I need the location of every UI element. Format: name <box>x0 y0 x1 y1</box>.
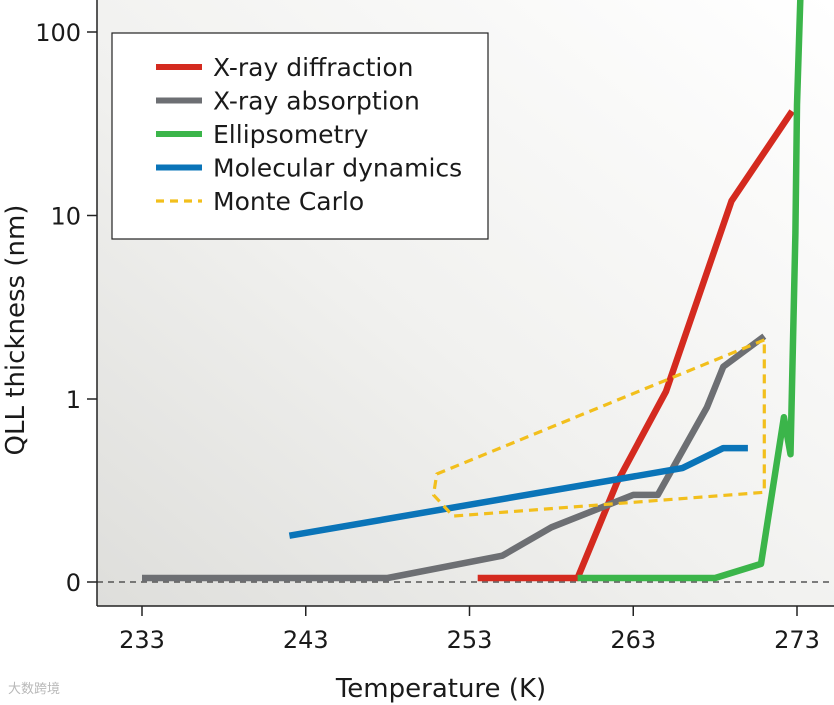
legend-label: X-ray absorption <box>213 87 420 116</box>
legend: X-ray diffraction X-ray absorption Ellipso… <box>111 32 489 240</box>
y-tick-label: 0 <box>66 569 81 597</box>
series-line-ellipsometry <box>577 0 804 582</box>
x-tick-label: 273 <box>774 626 820 654</box>
y-tick-label: 10 <box>50 203 81 231</box>
y-tick-label: 1 <box>66 386 81 414</box>
legend-label: Monte Carlo <box>213 187 364 216</box>
watermark: 大数跨境 <box>8 682 61 697</box>
legend-label: Ellipsometry <box>213 120 369 149</box>
series-line-molecular-dynamics <box>288 444 748 539</box>
x-tick-label: 243 <box>283 626 329 654</box>
series-line-x-ray-diffraction <box>477 109 795 582</box>
x-tick-label: 233 <box>119 626 165 654</box>
legend-label: X-ray diffraction <box>213 53 414 82</box>
x-tick-label: 253 <box>447 626 493 654</box>
series-line-x-ray-absorption <box>142 333 767 582</box>
x-tick-label: 263 <box>610 626 656 654</box>
series-layer <box>142 0 804 582</box>
y-tick-label: 100 <box>35 19 81 47</box>
x-axis-title: Temperature (K) <box>335 674 546 704</box>
series-line-monte-carlo <box>431 338 766 518</box>
y-axis-title: QLL thickness (nm) <box>1 205 31 456</box>
legend-label: Molecular dynamics <box>213 154 462 183</box>
